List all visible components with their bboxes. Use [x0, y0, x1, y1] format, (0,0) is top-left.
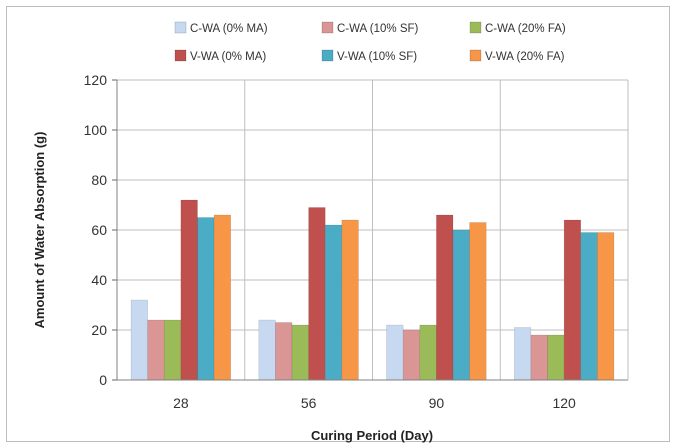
- bar: [469, 222, 487, 381]
- legend-label: C-WA (10% SF): [337, 23, 419, 35]
- y-axis-title: Amount of Water Absorption (g): [32, 132, 47, 329]
- legend-swatch: [469, 49, 482, 62]
- x-tick-label: 56: [301, 395, 317, 411]
- bar: [402, 329, 421, 381]
- bar: [580, 232, 598, 381]
- legend-label: V-WA (0% MA): [190, 51, 266, 63]
- bar: [386, 324, 404, 381]
- legend-swatch: [174, 21, 187, 34]
- legend: C-WA (0% MA) C-WA (10% SF) C-WA (20% FA) V-…: [174, 21, 566, 63]
- x-tick-label: 28: [173, 395, 189, 411]
- y-tick-label: 0: [99, 372, 107, 388]
- bar: [341, 219, 359, 381]
- bar: [197, 217, 215, 381]
- y-tick-label: 120: [84, 72, 108, 88]
- y-tick-label: 100: [84, 122, 108, 138]
- bar: [563, 219, 582, 381]
- bar: [308, 207, 326, 381]
- y-tick-label: 40: [91, 272, 107, 288]
- bar: [291, 324, 309, 381]
- bar: [163, 319, 182, 381]
- legend-label: V-WA (10% SF): [337, 51, 417, 63]
- legend-label: V-WA (20% FA): [485, 51, 565, 63]
- y-tick-labels: 0 20 40 60 80 100 120: [84, 72, 108, 388]
- bar: [130, 299, 148, 381]
- bar: [419, 324, 437, 381]
- y-tick-label: 80: [91, 172, 107, 188]
- x-tick-labels: 28 56 90 120: [173, 395, 576, 411]
- bar: [213, 214, 231, 381]
- bar: [275, 322, 293, 381]
- bar: [180, 199, 198, 381]
- x-axis-title: Curing Period (Day): [311, 428, 433, 443]
- bar: [258, 319, 276, 381]
- axes: [112, 79, 629, 381]
- legend-swatch: [469, 21, 482, 34]
- legend-swatch: [321, 49, 334, 62]
- bar: [452, 229, 470, 381]
- legend-label: C-WA (20% FA): [485, 23, 566, 35]
- bar: [547, 334, 565, 381]
- bar: [436, 214, 454, 381]
- x-tick-label: 120: [552, 395, 576, 411]
- x-tick-label: 90: [429, 395, 445, 411]
- legend-swatch: [174, 49, 187, 62]
- bar: [147, 319, 165, 381]
- bar: [597, 232, 615, 381]
- y-tick-label: 60: [91, 222, 107, 238]
- bar: [530, 334, 548, 381]
- y-tick-label: 20: [91, 322, 107, 338]
- bars: [130, 199, 615, 381]
- legend-swatch: [321, 21, 334, 34]
- bar: [514, 327, 532, 381]
- bar: [324, 224, 343, 381]
- legend-label: C-WA (0% MA): [190, 23, 268, 35]
